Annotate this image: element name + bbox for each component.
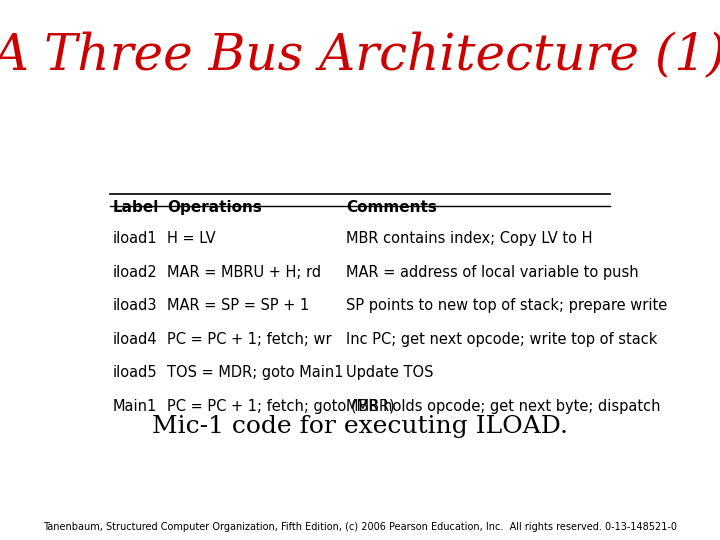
Text: iload4: iload4 bbox=[112, 332, 157, 347]
Text: TOS = MDR; goto Main1: TOS = MDR; goto Main1 bbox=[167, 365, 343, 380]
Text: Operations: Operations bbox=[167, 200, 261, 215]
Text: Inc PC; get next opcode; write top of stack: Inc PC; get next opcode; write top of st… bbox=[346, 332, 658, 347]
Text: Mic-1 code for executing ILOAD.: Mic-1 code for executing ILOAD. bbox=[152, 415, 568, 438]
Text: MAR = SP = SP + 1: MAR = SP = SP + 1 bbox=[167, 298, 309, 313]
Text: Comments: Comments bbox=[346, 200, 437, 215]
Text: Tanenbaum, Structured Computer Organization, Fifth Edition, (c) 2006 Pearson Edu: Tanenbaum, Structured Computer Organizat… bbox=[43, 522, 677, 531]
Text: MBR holds opcode; get next byte; dispatch: MBR holds opcode; get next byte; dispatc… bbox=[346, 399, 661, 414]
Text: iload3: iload3 bbox=[112, 298, 157, 313]
Text: Update TOS: Update TOS bbox=[346, 365, 434, 380]
Text: H = LV: H = LV bbox=[167, 231, 215, 246]
Text: iload1: iload1 bbox=[112, 231, 157, 246]
Text: Main1: Main1 bbox=[112, 399, 157, 414]
Text: Label: Label bbox=[112, 200, 158, 215]
Text: A Three Bus Architecture (1): A Three Bus Architecture (1) bbox=[0, 32, 720, 82]
Text: iload5: iload5 bbox=[112, 365, 157, 380]
Text: SP points to new top of stack; prepare write: SP points to new top of stack; prepare w… bbox=[346, 298, 667, 313]
Text: MAR = MBRU + H; rd: MAR = MBRU + H; rd bbox=[167, 265, 321, 280]
Text: MAR = address of local variable to push: MAR = address of local variable to push bbox=[346, 265, 639, 280]
Text: PC = PC + 1; fetch; wr: PC = PC + 1; fetch; wr bbox=[167, 332, 331, 347]
Text: PC = PC + 1; fetch; goto (MBR): PC = PC + 1; fetch; goto (MBR) bbox=[167, 399, 395, 414]
Text: MBR contains index; Copy LV to H: MBR contains index; Copy LV to H bbox=[346, 231, 593, 246]
Text: iload2: iload2 bbox=[112, 265, 157, 280]
